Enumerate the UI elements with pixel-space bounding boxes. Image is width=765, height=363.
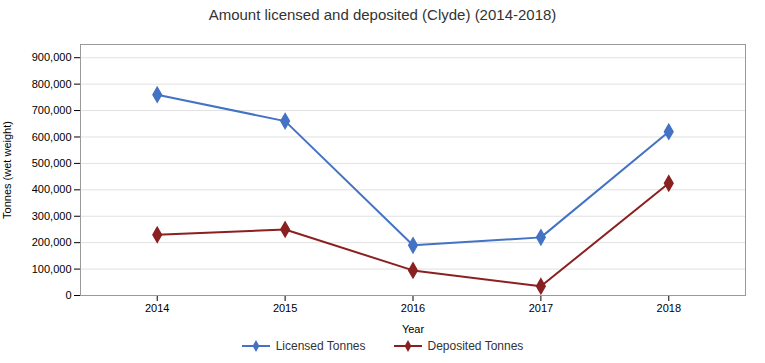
svg-text:2014: 2014	[145, 302, 169, 314]
html-text:Licensed Tonnes: Licensed Tonnes	[275, 339, 366, 353]
svg-text:700,000: 700,000	[32, 104, 72, 116]
svg-text:800,000: 800,000	[32, 78, 72, 90]
svg-text:100,000: 100,000	[32, 263, 72, 275]
svg-text:2018: 2018	[657, 302, 681, 314]
svg-text:2017: 2017	[529, 302, 553, 314]
svg-text:2016: 2016	[401, 302, 425, 314]
html-text:Amount licensed and deposited: Amount licensed and deposited (Clyde) (2…	[208, 6, 557, 23]
svg-text:300,000: 300,000	[32, 210, 72, 222]
svg-text:500,000: 500,000	[32, 157, 72, 169]
svg-text:Tonnes (wet weight): Tonnes (wet weight)	[1, 121, 13, 219]
svg-text:Year: Year	[402, 323, 425, 335]
svg-text:400,000: 400,000	[32, 183, 72, 195]
html-text:Deposited Tonnes: Deposited Tonnes	[427, 339, 524, 353]
svg-text:600,000: 600,000	[32, 130, 72, 142]
svg-text:200,000: 200,000	[32, 236, 72, 248]
svg-text:2015: 2015	[273, 302, 297, 314]
svg-text:0: 0	[65, 289, 71, 301]
svg-text:900,000: 900,000	[32, 51, 72, 63]
